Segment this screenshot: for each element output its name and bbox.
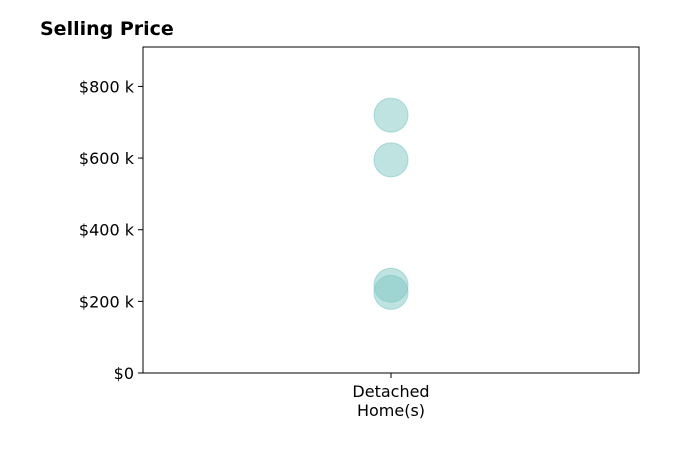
plot-area: $0 $200 k $400 k $600 k $800 k DetachedHome(s…	[79, 77, 430, 420]
data-point	[373, 97, 409, 133]
x-category-label: Detached	[352, 382, 429, 401]
data-point	[373, 274, 409, 310]
data-point	[373, 142, 409, 178]
x-category-label: Home(s)	[357, 401, 425, 420]
y-tick-label: $0	[114, 364, 134, 383]
plot-frame	[142, 46, 640, 374]
chart-title: Selling Price	[40, 18, 174, 40]
y-tick-label: $800 k	[79, 77, 135, 96]
y-tick-label: $400 k	[79, 221, 135, 240]
y-tick-label: $600 k	[79, 149, 135, 168]
y-tick-label: $200 k	[79, 292, 135, 311]
